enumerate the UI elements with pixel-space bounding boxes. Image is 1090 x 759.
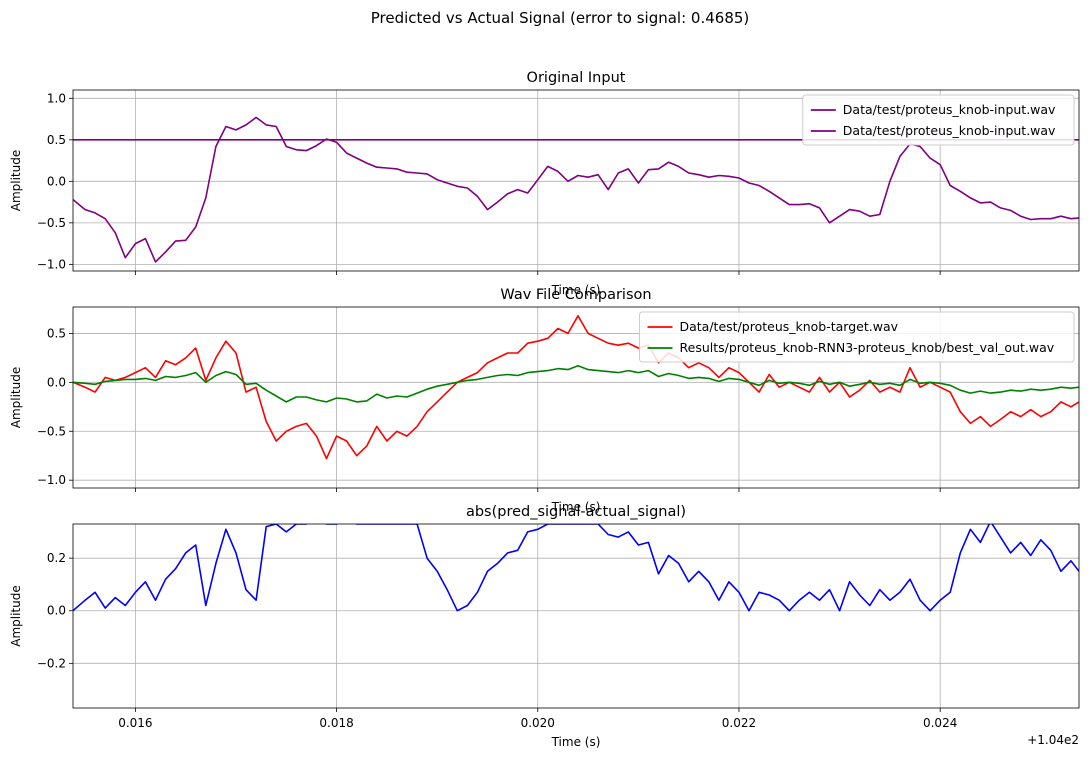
y-tick-label: −1.0 (37, 473, 66, 487)
legend-label: Data/test/proteus_knob-input.wav (843, 123, 1056, 138)
x-axis-label: Time (s) (551, 500, 601, 514)
subplots: −1.0 −0.5 0.0 0.5 1.0 Original Input Time (s) A… (9, 70, 1080, 749)
x-tick-label: 0.022 (722, 716, 756, 730)
axes-frame (72, 89, 1080, 272)
legend-frame (802, 94, 1075, 146)
subplot-title: abs(pred_signal-actual_signal) (466, 504, 686, 520)
y-tick-label: 0.0 (47, 174, 66, 188)
x-tick-label: 0.018 (319, 716, 353, 730)
subplot-2: −1.0 −0.5 0.0 0.5 Wav File Comparison Time (s… (9, 287, 1080, 514)
y-tick-label: −1.0 (37, 257, 66, 271)
x-axis-label: Time (s) (551, 735, 601, 749)
legend-label: Data/test/proteus_knob-input.wav (843, 102, 1056, 117)
y-axis-label: Amplitude (9, 585, 23, 647)
y-tick-label: 0.0 (47, 375, 66, 389)
x-tick-label: 0.016 (118, 716, 152, 730)
y-tick-label: −0.5 (37, 216, 66, 230)
series-group (73, 524, 1079, 612)
legend: Data/test/proteus_knob-input.wav Data/tes… (802, 94, 1075, 146)
x-axis-offset-label: +1.04e2 (1027, 733, 1079, 747)
subplot-3: 0.016 0.018 0.020 0.022 0.024 −0.2 0.0 0.2 abs(p… (9, 504, 1080, 749)
y-tick-label: 0.5 (47, 326, 66, 340)
axes-frame (72, 306, 1080, 489)
y-tick-label: 0.0 (47, 604, 66, 618)
legend-frame (639, 311, 1075, 363)
y-tick-label: −0.5 (37, 424, 66, 438)
y-axis-label: Amplitude (9, 367, 23, 429)
axes-frame (72, 523, 1080, 709)
legend-label: Results/proteus_knob-RNN3-proteus_knob/b… (680, 340, 1055, 355)
series-group (73, 314, 1079, 460)
y-tick-label: 0.5 (47, 133, 66, 147)
y-tick-label: −0.2 (37, 656, 66, 670)
subplot-1: −1.0 −0.5 0.0 0.5 1.0 Original Input Time (s) A… (9, 70, 1080, 297)
y-tick-label: 1.0 (47, 91, 66, 105)
subplot-title: Wav File Comparison (500, 287, 651, 303)
figure-suptitle: Predicted vs Actual Signal (error to sig… (371, 9, 750, 27)
x-tick-label: 0.020 (521, 716, 555, 730)
legend: Data/test/proteus_knob-target.wav Results… (639, 311, 1075, 363)
x-tick-label: 0.024 (923, 716, 957, 730)
y-axis-label: Amplitude (9, 150, 23, 212)
x-axis-label: Time (s) (551, 283, 601, 297)
series-line-1 (73, 314, 1079, 460)
subplot-title: Original Input (527, 70, 626, 86)
series-line-2 (73, 364, 1079, 403)
legend-label: Data/test/proteus_knob-target.wav (680, 319, 899, 334)
series-line-1 (73, 524, 1079, 612)
y-tick-label: 0.2 (47, 551, 66, 565)
